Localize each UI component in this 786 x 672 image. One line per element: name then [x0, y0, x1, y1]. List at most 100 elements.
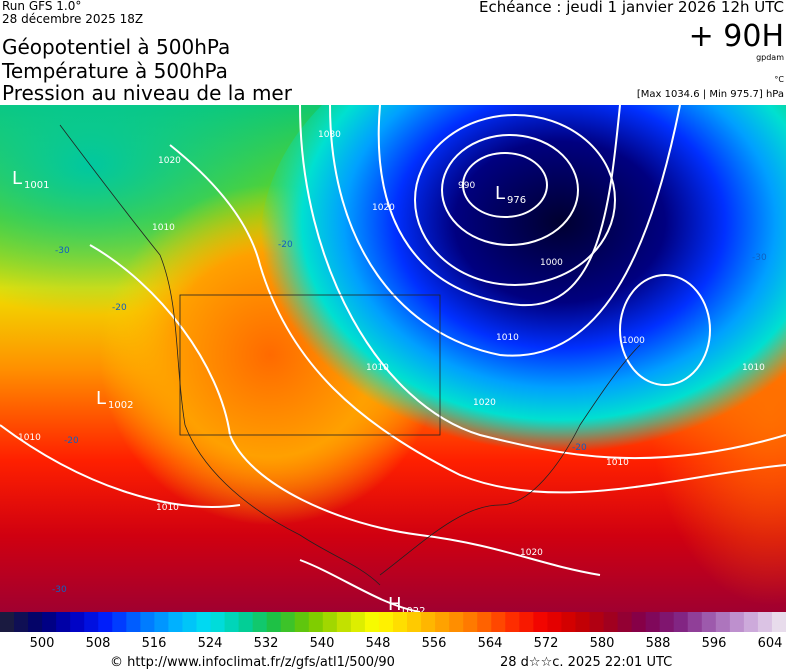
pressure-center-letter: L: [12, 168, 22, 189]
colorbar-swatch: [477, 612, 492, 632]
colorbar-swatch: [463, 612, 478, 632]
colorbar-label: 540: [309, 636, 335, 651]
colorbar-swatch: [603, 612, 619, 632]
colorbar-swatch: [561, 612, 576, 632]
colorbar-swatch: [28, 612, 43, 632]
colorbar-swatch: [0, 612, 15, 632]
colorbar-label: 564: [477, 636, 503, 651]
pressure-center-value: 1022: [400, 606, 425, 612]
colorbar-swatch: [505, 612, 520, 632]
colorbar-swatch: [294, 612, 310, 632]
pressure-center-letter: L: [96, 388, 106, 409]
contour-label: -30: [55, 246, 70, 256]
colorbar-label: 580: [589, 636, 615, 651]
colorbar-swatch: [336, 612, 352, 632]
colorbar-swatch: [238, 612, 254, 632]
contour-label: -20: [112, 303, 127, 313]
colorbar-swatch: [407, 612, 422, 632]
contour-label: -30: [752, 253, 767, 263]
contour-label: 1020: [520, 548, 543, 558]
colorbar-swatch: [421, 612, 436, 632]
contour-label: 1020: [473, 398, 496, 408]
colorbar-swatch: [350, 612, 366, 632]
run-label: Run GFS 1.0°: [2, 0, 82, 13]
colorbar-swatch: [449, 612, 464, 632]
valid-time: Echéance : jeudi 1 janvier 2026 12h UTC: [478, 0, 784, 16]
colorbar-label: 516: [141, 636, 167, 651]
colorbar-swatch: [589, 612, 605, 632]
colorbar-label: 548: [365, 636, 391, 651]
contour-label: -20: [64, 436, 79, 446]
colorbar-swatch: [322, 612, 338, 632]
pressure-center-value: 1001: [24, 180, 49, 191]
contour-label: 1030: [318, 130, 341, 140]
pressure-range: [Max 1034.6 | Min 975.7] hPa: [636, 89, 784, 100]
colorbar-label: 572: [533, 636, 559, 651]
pressure-center-letter: L: [495, 183, 505, 204]
colorbar-swatch: [14, 612, 29, 632]
colorbar-swatch: [645, 612, 661, 632]
low-pressure-area: [260, 105, 786, 475]
contour-label: 1010: [156, 503, 179, 513]
colorbar-swatch: [757, 612, 773, 632]
colorbar-label: 604: [757, 636, 783, 651]
colorbar-label: 500: [29, 636, 55, 651]
colorbar-swatch: [364, 612, 380, 632]
map-title: Pression au niveau de la mer: [2, 81, 292, 105]
contour-label: 1000: [622, 336, 645, 346]
contour-label: 1000: [540, 258, 563, 268]
colorbar-swatch: [42, 612, 57, 632]
colorbar-swatch: [266, 612, 282, 632]
colorbar-swatch: [519, 612, 534, 632]
generated-time: 28 d☆☆c. 2025 22:01 UTC: [500, 655, 673, 670]
pressure-center-value: 976: [507, 195, 526, 206]
contour-label: 1020: [158, 156, 181, 166]
contour-label: 1010: [496, 333, 519, 343]
colorbar-label: 588: [645, 636, 671, 651]
lead-time: + 90H: [688, 19, 784, 54]
contour-label: 1010: [152, 223, 175, 233]
colorbar-swatch: [715, 612, 731, 632]
colorbar-label: 596: [701, 636, 727, 651]
colorbar-swatch: [280, 612, 296, 632]
geopotential-unit: gpdam: [756, 53, 784, 62]
colorbar-swatch: [547, 612, 562, 632]
source-url: © http://www.infoclimat.fr/z/gfs/atl1/50…: [110, 655, 395, 670]
colorbar: [0, 612, 786, 632]
contour-label: 1010: [366, 363, 389, 373]
colorbar-swatch: [729, 612, 745, 632]
colorbar-swatch: [393, 612, 408, 632]
colorbar-swatch: [70, 612, 85, 632]
colorbar-label: 524: [197, 636, 223, 651]
contour-label: 1010: [18, 433, 41, 443]
colorbar-swatch: [491, 612, 506, 632]
contour-label: -20: [278, 240, 293, 250]
colorbar-swatch: [701, 612, 717, 632]
colorbar-swatch: [154, 612, 169, 632]
colorbar-swatch: [84, 612, 99, 632]
colorbar-swatch: [435, 612, 450, 632]
colorbar-swatch: [743, 612, 759, 632]
pressure-center-value: 1002: [108, 400, 133, 411]
colorbar-swatch: [673, 612, 689, 632]
run-date: 28 décembre 2025 18Z: [2, 12, 144, 26]
colorbar-swatch: [378, 612, 394, 632]
colorbar-label: 556: [421, 636, 447, 651]
colorbar-swatch: [56, 612, 71, 632]
colorbar-swatch: [224, 612, 240, 632]
colorbar-swatch: [687, 612, 703, 632]
colorbar-swatch: [210, 612, 226, 632]
contour-label: 1010: [606, 458, 629, 468]
colorbar-swatch: [533, 612, 548, 632]
colorbar-swatch: [112, 612, 127, 632]
colorbar-swatch: [617, 612, 633, 632]
colorbar-swatch: [126, 612, 141, 632]
colorbar-swatch: [252, 612, 268, 632]
colorbar-swatch: [98, 612, 113, 632]
map-title: Température à 500hPa: [2, 59, 228, 83]
temperature-unit: °C: [774, 75, 784, 84]
colorbar-swatch: [631, 612, 647, 632]
isobars: [0, 105, 786, 612]
